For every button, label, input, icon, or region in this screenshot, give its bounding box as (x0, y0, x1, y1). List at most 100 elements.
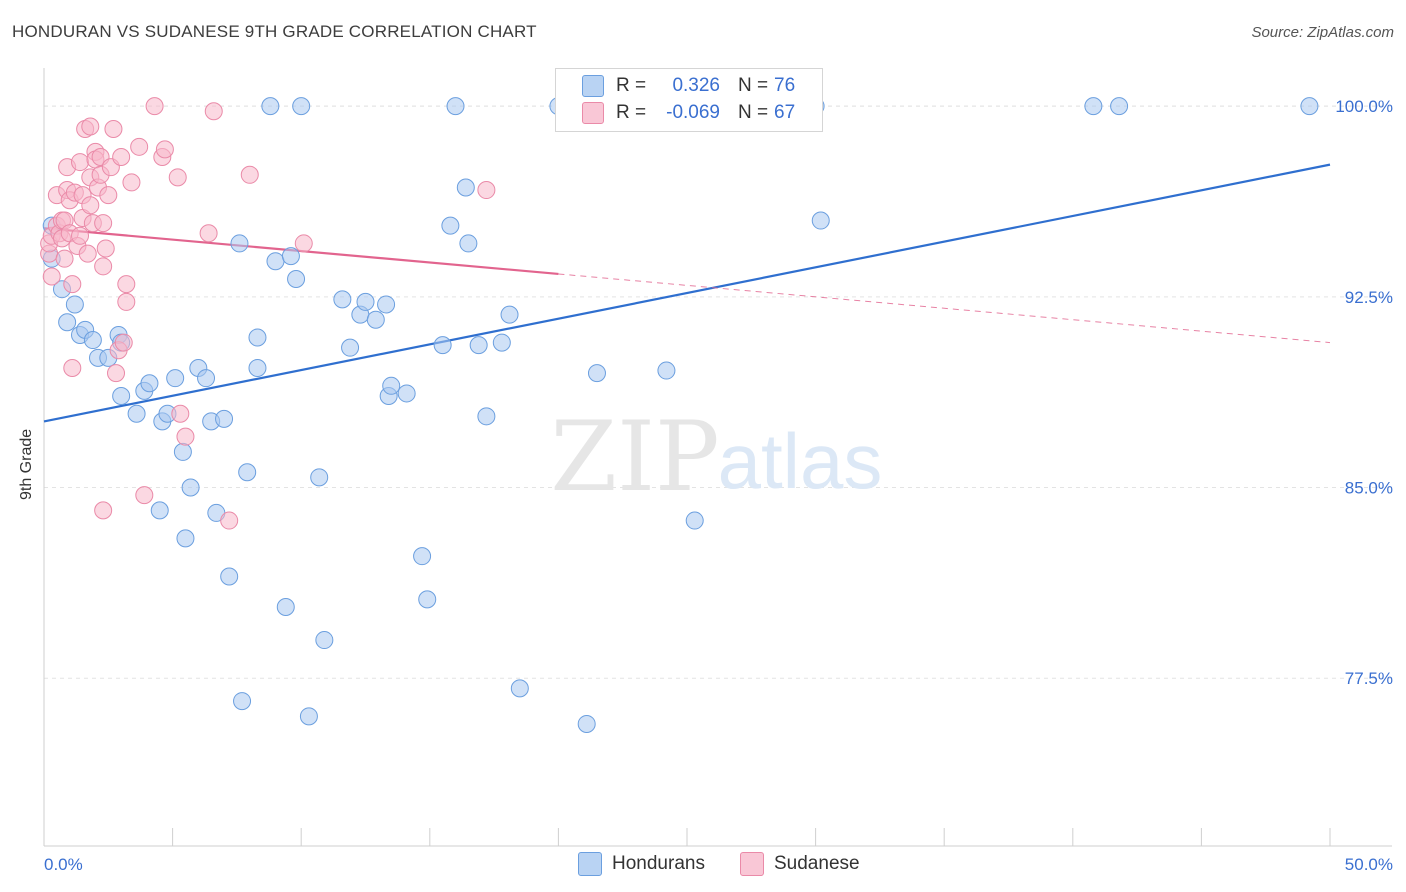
sudanese-point (155, 140, 174, 159)
r-label: R = (616, 102, 647, 123)
hondurans-point (657, 361, 676, 380)
hondurans-points (42, 97, 1319, 733)
hondurans-point (276, 598, 295, 617)
sudanese-point (114, 333, 133, 352)
sudanese-point (81, 196, 100, 215)
hondurans-point (292, 97, 311, 116)
hondurans-point (1110, 97, 1129, 116)
legend-item-hondurans[interactable]: Hondurans (578, 852, 705, 876)
hondurans-point (441, 216, 460, 235)
hondurans-point (413, 547, 432, 566)
hondurans-point (469, 336, 488, 355)
sudanese-point (130, 137, 149, 156)
x-tick-labels: 0.0% 50.0% (44, 855, 1393, 874)
sudanese-point (168, 168, 187, 187)
sudanese-point (145, 97, 164, 116)
hondurans-point (112, 386, 131, 405)
n-value-hondurans: 76 (774, 75, 796, 96)
sudanese-point (117, 275, 136, 294)
hondurans-point (456, 178, 475, 197)
hondurans-point (418, 590, 437, 609)
chart-title: HONDURAN VS SUDANESE 9TH GRADE CORRELATI… (12, 22, 537, 41)
hondurans-point (261, 97, 280, 116)
sudanese-point (99, 186, 118, 205)
sudanese-point (220, 511, 239, 530)
sudanese-point (135, 486, 154, 505)
hondurans-point (341, 338, 360, 357)
source-label: Source: ZipAtlas.com (1251, 24, 1394, 41)
hondurans-point (197, 369, 216, 388)
hondurans-point (287, 270, 306, 289)
hondurans-point (587, 364, 606, 383)
hondurans-point (315, 631, 334, 650)
hondurans-point (377, 295, 396, 314)
hondurans-legend-swatch (578, 852, 602, 876)
hondurans-point (248, 328, 267, 347)
n-value-sudanese: 67 (774, 102, 796, 123)
hondurans-point (433, 336, 452, 355)
hondurans-point (477, 407, 496, 426)
sudanese-trend-line-extension (558, 273, 1331, 344)
sudanese-point (55, 249, 74, 268)
hondurans-point (248, 359, 267, 378)
sudanese-point (71, 226, 90, 245)
sudanese-point (240, 165, 259, 184)
hondurans-point (685, 511, 704, 530)
hondurans-point (127, 404, 146, 423)
sudanese-point (94, 257, 113, 276)
hondurans-point (1300, 97, 1319, 116)
sudanese-point (122, 173, 141, 192)
watermark-zip: ZIP (550, 401, 719, 513)
hondurans-point (215, 409, 234, 428)
axes (43, 68, 1392, 847)
hondurans-point (356, 292, 375, 311)
hondurans-point (333, 290, 352, 309)
hondurans-point (150, 501, 169, 520)
stats-legend: R = 0.326 N = 76 R = -0.069 N = 67 (555, 68, 823, 132)
hondurans-trend-line (43, 163, 1331, 423)
sudanese-swatch (582, 102, 604, 124)
hondurans-point (238, 463, 257, 482)
r-value-hondurans: 0.326 (672, 75, 720, 96)
hondurans-point (299, 707, 318, 726)
n-label: N = (738, 75, 769, 96)
sudanese-point (63, 275, 82, 294)
hondurans-point (230, 234, 249, 253)
hondurans-point (58, 313, 77, 332)
sudanese-points (40, 97, 496, 530)
legend-label-sudanese: Sudanese (774, 853, 860, 874)
x-tick-label: 50.0% (1345, 855, 1393, 874)
hondurans-point (266, 252, 285, 271)
hondurans-point (83, 331, 102, 350)
hondurans-point (397, 384, 416, 403)
legend-item-sudanese[interactable]: Sudanese (740, 852, 860, 876)
n-label: N = (738, 102, 769, 123)
y-tick-label: 92.5% (1345, 288, 1393, 307)
y-tick-label: 100.0% (1335, 97, 1393, 116)
sudanese-point (81, 117, 100, 136)
hondurans-point (166, 369, 185, 388)
sudanese-point (96, 239, 115, 258)
x-tick-label: 0.0% (44, 855, 83, 874)
hondurans-point (220, 567, 239, 586)
hondurans-point (382, 376, 401, 395)
r-value-sudanese: -0.069 (666, 102, 720, 123)
sudanese-point (294, 234, 313, 253)
sudanese-point (107, 364, 126, 383)
hondurans-point (310, 468, 329, 487)
hondurans-point (577, 714, 596, 733)
sudanese-point (94, 501, 113, 520)
sudanese-point (176, 427, 195, 446)
hondurans-point (500, 305, 519, 324)
hondurans-point (446, 97, 465, 116)
r-label: R = (616, 75, 647, 96)
watermark-atlas: atlas (718, 417, 883, 505)
hondurans-point (459, 234, 478, 253)
series-legend: Hondurans Sudanese (0, 852, 1406, 876)
hondurans-point (366, 310, 385, 329)
hondurans-point (233, 692, 252, 711)
sudanese-point (171, 404, 190, 423)
y-tick-label: 85.0% (1345, 479, 1393, 498)
hondurans-point (176, 529, 195, 548)
